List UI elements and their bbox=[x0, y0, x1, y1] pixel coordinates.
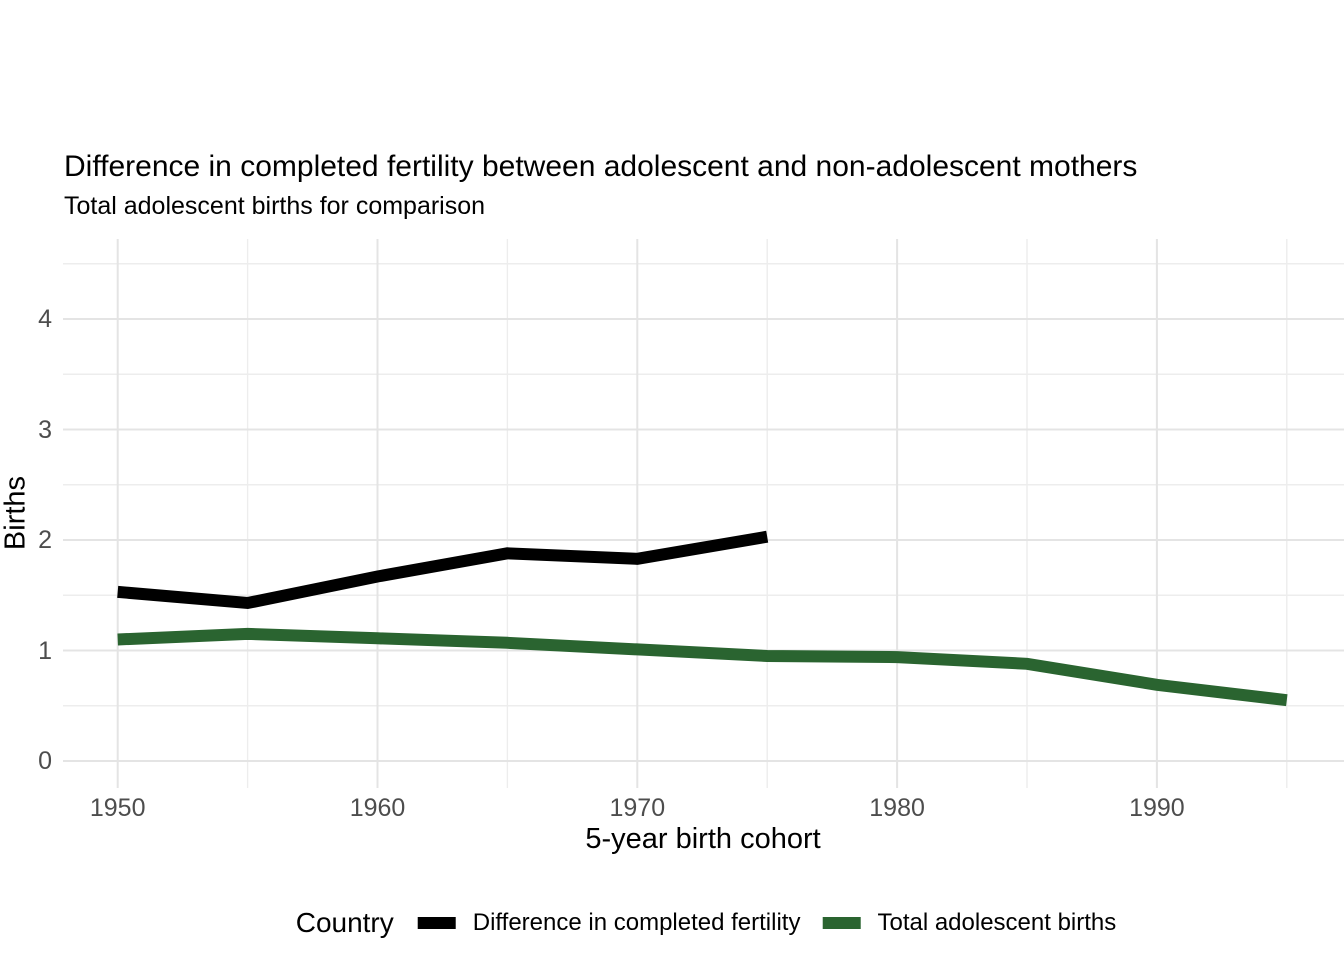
legend-label-difference: Difference in completed fertility bbox=[472, 909, 801, 936]
line-series-difference bbox=[117, 530, 769, 610]
line-series-total bbox=[117, 627, 1288, 707]
legend-title: Country bbox=[295, 907, 394, 938]
y-tick-label-2: 2 bbox=[38, 526, 52, 554]
x-tick-label-1960: 1960 bbox=[349, 794, 406, 822]
x-tick-label-1970: 1970 bbox=[609, 794, 666, 822]
legend-item-total: Total adolescent births bbox=[822, 909, 1116, 937]
y-tick-label-1: 1 bbox=[38, 636, 52, 665]
black-line-swatch-icon bbox=[417, 917, 456, 929]
x-tick-label-1980: 1980 bbox=[869, 794, 925, 822]
y-tick-label-0: 0 bbox=[38, 747, 52, 775]
chart-title: Difference in completed fertility betwee… bbox=[64, 150, 1138, 183]
chart-subtitle: Total adolescent births for comparison bbox=[64, 192, 486, 220]
x-tick-label-1950: 1950 bbox=[89, 794, 146, 822]
green-line-swatch-icon bbox=[822, 917, 861, 929]
y-tick-label-3: 3 bbox=[38, 415, 52, 444]
y-tick-label-4: 4 bbox=[38, 305, 52, 333]
legend: Country Difference in completed fertilit… bbox=[296, 903, 1117, 943]
legend-label-total: Total adolescent births bbox=[877, 909, 1117, 936]
legend-item-difference: Difference in completed fertility bbox=[417, 909, 801, 937]
x-axis-title: 5-year birth cohort bbox=[585, 823, 821, 855]
x-tick-label-1990: 1990 bbox=[1129, 794, 1185, 822]
